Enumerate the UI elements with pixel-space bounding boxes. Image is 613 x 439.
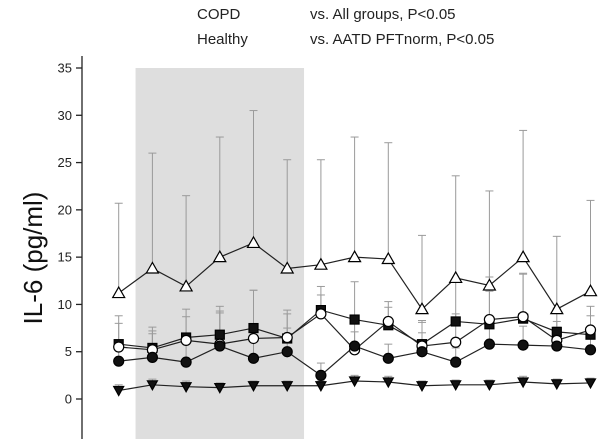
data-point-square-filled [349, 314, 360, 325]
data-point-triangle-open [313, 257, 328, 270]
data-point-triangle-down-filled [213, 383, 226, 394]
y-tick-label: 15 [58, 250, 72, 265]
data-point-circle-filled [551, 340, 563, 352]
data-point-circle-open [315, 308, 327, 320]
y-axis-label: IL-6 (pg/ml) [18, 192, 48, 325]
data-point-circle-filled [349, 340, 361, 352]
data-point-square-filled [450, 316, 461, 327]
y-tick-label: 25 [58, 155, 72, 170]
data-point-square-filled [214, 329, 225, 340]
data-point-triangle-down-filled [314, 381, 327, 392]
data-point-triangle-open [280, 261, 295, 274]
data-point-triangle-open [516, 249, 531, 263]
data-point-triangle-open [179, 279, 194, 292]
data-point-triangle-open [583, 283, 598, 297]
data-point-circle-filled [382, 352, 394, 364]
data-point-circle-filled [281, 346, 293, 358]
data-point-triangle-down-filled [247, 381, 260, 392]
y-tick-label: 0 [65, 392, 72, 407]
data-point-circle-open [113, 341, 125, 353]
y-tick-label: 35 [58, 61, 72, 76]
data-point-circle-filled [483, 338, 495, 350]
data-point-circle-open [247, 332, 260, 345]
data-point-circle-open [517, 311, 529, 323]
data-point-circle-filled [584, 344, 597, 356]
data-point-triangle-open [111, 285, 126, 299]
data-point-circle-open [450, 336, 462, 348]
data-point-triangle-open [212, 249, 227, 263]
y-tick-label: 30 [58, 108, 72, 123]
data-point-triangle-down-filled [449, 380, 462, 392]
data-point-triangle-down-filled [415, 381, 429, 392]
data-point-triangle-down-filled [112, 385, 125, 397]
data-point-triangle-open [246, 235, 261, 249]
data-point-triangle-down-filled [348, 376, 361, 388]
data-point-circle-open [180, 334, 192, 346]
annotation-text-copd: vs. All groups, P<0.05 [310, 6, 456, 23]
data-point-circle-open [483, 313, 495, 326]
data-point-circle-filled [247, 352, 260, 364]
data-point-triangle-down-filled [584, 378, 597, 390]
annotation-text-healthy: vs. AATD PFTnorm, P<0.05 [310, 31, 495, 48]
data-point-triangle-down-filled [382, 377, 395, 389]
data-point-circle-filled [180, 356, 192, 368]
data-point-triangle-down-filled [281, 381, 294, 392]
data-point-circle-filled [450, 356, 462, 368]
data-point-triangle-open [381, 251, 396, 265]
data-point-triangle-down-filled [483, 380, 496, 392]
data-point-triangle-open [347, 249, 362, 263]
data-point-circle-filled [517, 339, 529, 351]
y-tick-label: 10 [58, 297, 72, 312]
annotation-group-copd: COPD [197, 6, 241, 23]
y-tick-label: 20 [58, 202, 72, 217]
data-point-triangle-open [414, 301, 430, 315]
data-point-triangle-open [482, 278, 497, 291]
data-point-triangle-down-filled [180, 382, 193, 393]
data-point-circle-open [382, 315, 394, 328]
data-point-circle-filled [113, 355, 125, 367]
data-point-circle-open [584, 324, 597, 336]
data-point-triangle-open [549, 301, 564, 315]
data-point-triangle-open [145, 261, 160, 274]
series-markers [111, 235, 598, 397]
y-tick-label: 5 [65, 344, 72, 359]
data-point-circle-filled [416, 346, 428, 358]
data-point-triangle-open [448, 270, 463, 284]
data-point-triangle-down-filled [146, 380, 159, 392]
annotation-group-healthy: Healthy [197, 31, 248, 48]
y-axis: 0 5 10 15 20 25 30 35 [58, 56, 83, 439]
data-point-triangle-down-filled [550, 379, 563, 391]
data-point-circle-filled [315, 369, 327, 381]
data-point-circle-filled [146, 351, 158, 363]
data-point-circle-filled [214, 340, 226, 352]
data-point-square-filled [248, 322, 259, 334]
data-point-circle-open [281, 331, 293, 344]
data-point-triangle-down-filled [517, 377, 530, 389]
